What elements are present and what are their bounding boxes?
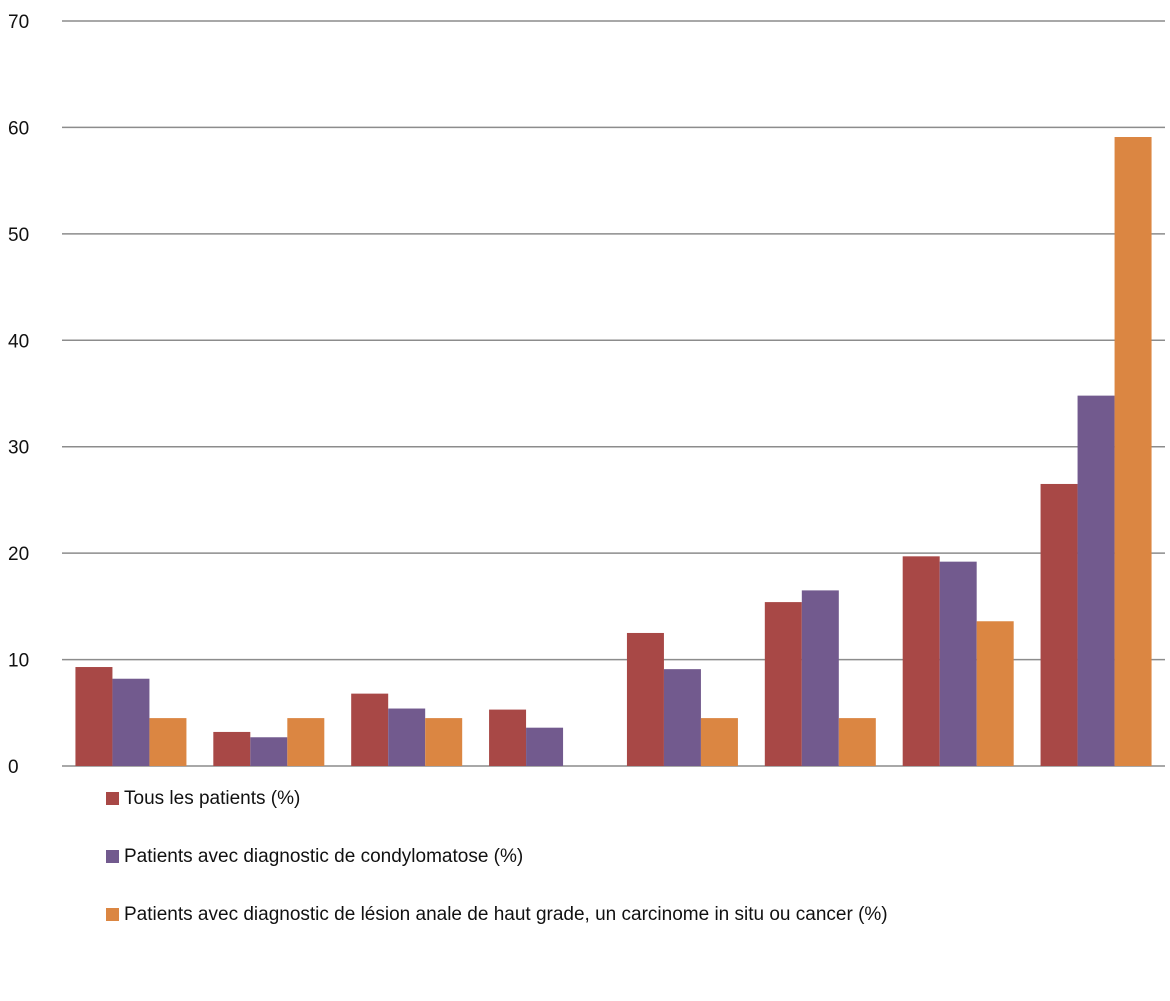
- legend: Tous les patients (%) Patients avec diag…: [106, 786, 888, 960]
- bar-series-0-cat-3: [489, 709, 527, 766]
- bar-series-0-cat-6: [902, 556, 940, 766]
- bar-series-0-cat-0: [75, 667, 113, 766]
- bar-series-0-cat-2: [351, 693, 389, 766]
- bar-series-1-cat-5: [801, 590, 839, 766]
- legend-swatch-haut-grade: [106, 908, 119, 921]
- y-tick-label-60: 60: [8, 118, 29, 139]
- bar-series-0-cat-4: [626, 632, 664, 766]
- y-tick-label-0: 0: [8, 757, 19, 778]
- bar-series-1-cat-6: [939, 561, 977, 766]
- bar-series-2-cat-0: [149, 718, 187, 766]
- bar-series-0-cat-1: [213, 731, 251, 766]
- bar-series-2-cat-6: [976, 621, 1014, 766]
- bar-series-1-cat-2: [388, 708, 426, 766]
- bar-series-2-cat-2: [425, 718, 463, 766]
- bar-series-2-cat-4: [700, 718, 738, 766]
- legend-label-haut-grade: Patients avec diagnostic de lésion anale…: [124, 903, 888, 925]
- legend-swatch-condylomatose: [106, 850, 119, 863]
- bar-series-0-cat-7: [1040, 483, 1078, 766]
- y-tick-label-50: 50: [8, 225, 29, 246]
- y-axis-tick-labels: 0 10 20 30 40 50 60 70: [8, 12, 29, 778]
- y-tick-label-30: 30: [8, 438, 29, 459]
- bar-series-2-cat-7: [1114, 137, 1152, 766]
- bar-series-2-cat-5: [838, 718, 876, 766]
- bar-series-1-cat-1: [250, 737, 288, 766]
- y-tick-label-70: 70: [8, 12, 29, 33]
- y-tick-label-40: 40: [8, 331, 29, 352]
- y-tick-label-10: 10: [8, 651, 29, 672]
- legend-label-condylomatose: Patients avec diagnostic de condylomatos…: [124, 845, 524, 867]
- bar-series-1-cat-0: [112, 678, 150, 766]
- bar-series-1-cat-3: [526, 727, 564, 766]
- y-tick-label-20: 20: [8, 544, 29, 565]
- bars: [75, 137, 1152, 766]
- legend-label-tous-les-patients: Tous les patients (%): [124, 787, 301, 809]
- bar-series-1-cat-4: [663, 669, 701, 766]
- legend-item-tous-les-patients: Tous les patients (%): [106, 786, 888, 811]
- bar-series-0-cat-5: [764, 602, 802, 766]
- gridlines: [62, 20, 1165, 767]
- bar-series-1-cat-7: [1077, 395, 1115, 766]
- legend-swatch-tous-les-patients: [106, 792, 119, 805]
- bar-series-2-cat-1: [287, 718, 325, 766]
- legend-item-condylomatose: Patients avec diagnostic de condylomatos…: [106, 844, 888, 869]
- legend-item-haut-grade: Patients avec diagnostic de lésion anale…: [106, 902, 888, 927]
